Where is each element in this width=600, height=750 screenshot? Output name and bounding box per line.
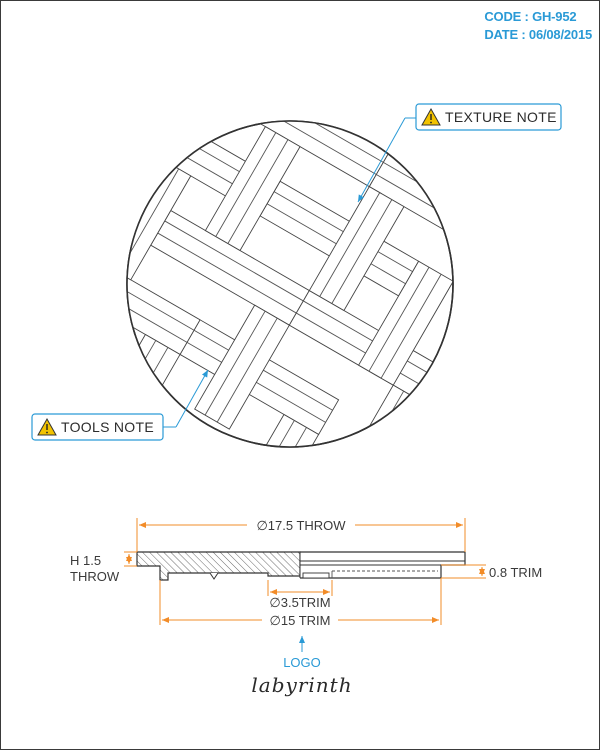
title-block: CODE : GH-952 DATE : 06/08/2015 xyxy=(484,8,592,44)
warning-triangle-icon xyxy=(37,417,57,436)
drawing-date: DATE : 06/08/2015 xyxy=(484,27,592,42)
texture-note-label: TEXTURE NOTE xyxy=(445,109,557,125)
outer-diameter-label: ∅17.5 THROW xyxy=(256,518,346,533)
logo-label: LOGO xyxy=(283,655,321,670)
brand-logo-text: labyrinth xyxy=(251,673,352,697)
hole-diameter-label: ∅3.5TRIM xyxy=(269,595,330,610)
texture-note-callout: TEXTURE NOTE xyxy=(357,103,562,203)
tools-note-callout: TOOLS NOTE xyxy=(31,369,209,441)
herringbone-texture xyxy=(127,121,453,447)
warning-triangle-icon xyxy=(421,107,441,126)
cross-section-profile xyxy=(136,551,466,581)
height-label-line1: H 1.5 xyxy=(70,553,101,568)
tools-note-label: TOOLS NOTE xyxy=(61,419,154,435)
inner-diameter-label: ∅15 TRIM xyxy=(270,613,331,628)
trim-thickness-label: 0.8 TRIM xyxy=(489,565,542,580)
dimension-lines xyxy=(124,518,486,625)
height-label-line2: THROW xyxy=(70,569,120,584)
drawing-code: CODE : GH-952 xyxy=(484,9,577,24)
textured-disc xyxy=(126,120,454,448)
